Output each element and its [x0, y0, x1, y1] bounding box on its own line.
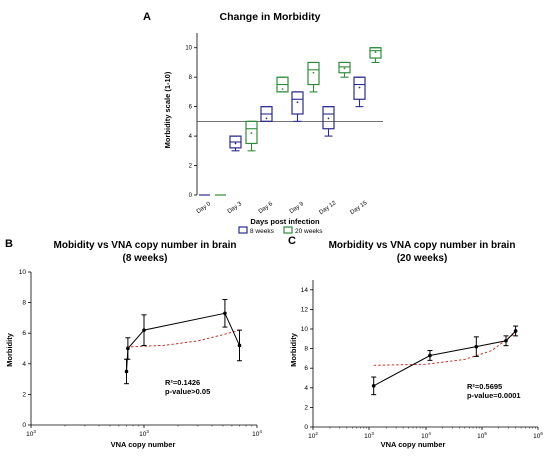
- panel-a-title: Change in Morbidity: [220, 11, 321, 23]
- panel-a-y-tick-label: 6: [189, 105, 193, 111]
- box-iqr: [322, 106, 335, 130]
- panelC-data-point: [513, 329, 518, 333]
- panel-b-r2: R²=0.1426: [165, 378, 200, 387]
- panel-a-x-tick-label: Day 12: [318, 200, 338, 216]
- box-mean-point: [358, 86, 361, 89]
- panelC-x-tick-label: 103: [364, 431, 374, 440]
- panel-c-letter: C: [288, 235, 296, 247]
- panel-c-title-line2: (20 weeks): [397, 253, 448, 264]
- panel-a-ylabel: Morbidity scale (1-10): [163, 71, 172, 148]
- panel-b-xlabel: VNA copy number: [111, 440, 176, 449]
- panelB-data-point: [126, 346, 130, 351]
- panel-a-x-tick-label: Day 3: [227, 201, 244, 215]
- panelC-y-tick-label: 4: [304, 385, 308, 392]
- box-mean-point: [234, 142, 237, 145]
- panel-a-x-tick-label: Day 15: [349, 200, 369, 216]
- legend-swatch-20-weeks: [283, 226, 293, 234]
- panelB-y-tick-label: 8: [22, 300, 26, 307]
- panelB-data-point: [142, 328, 146, 332]
- panel-b-plot: 0 2 4 6 8 10 103 103 104: [19, 269, 263, 438]
- box-mean-point: [281, 88, 284, 90]
- panelB-y-tick-label: 0: [22, 422, 26, 429]
- box-iqr: [291, 91, 304, 115]
- panelC-y-tick-label: 10: [301, 326, 309, 333]
- box-mean-point: [296, 101, 299, 104]
- panelB-data-point: [223, 311, 227, 316]
- panelC-data-point: [504, 338, 508, 343]
- box-iqr: [245, 120, 258, 145]
- panelC-x-tick-label: 106: [533, 431, 543, 440]
- panelB-data-line: [126, 312, 240, 372]
- panelB-y-tick-label: 4: [22, 361, 26, 368]
- box-mean-point: [312, 71, 315, 74]
- panel-a-y-tick-label: 4: [189, 134, 193, 140]
- panelB-x-tick-label: 104: [252, 429, 262, 438]
- panel-b-letter: B: [5, 238, 13, 250]
- panel-a-y-tick-label: 2: [189, 164, 193, 170]
- panel-c-pvalue: p-value=0.0001: [467, 391, 521, 400]
- panel-b-pvalue: p-value>0.05: [165, 387, 210, 396]
- panelC-x-tick-label: 102: [308, 431, 318, 440]
- box-iqr: [307, 61, 320, 86]
- panelB-trend-line: [126, 329, 240, 348]
- panel-a-y-tick-label: 10: [185, 46, 192, 52]
- panel-a-y-tick-label: 8: [189, 75, 193, 81]
- panel-b-ylabel: Morbidity: [5, 332, 14, 367]
- panelB-x-tick-label: 103: [139, 429, 149, 438]
- panelC-x-tick-label: 105: [477, 431, 487, 440]
- panelC-data-point: [428, 353, 432, 358]
- panelB-y-tick-label: 10: [19, 269, 27, 276]
- panel-a-xlabel: Days post infection: [250, 217, 320, 226]
- panelC-data-point: [371, 384, 376, 388]
- panel-c-plot: 0 2 4 6 8 10 12 14 102 103 104 105 106: [301, 280, 543, 440]
- panelC-y-tick-label: 0: [304, 424, 308, 431]
- panel-b-title-line1: Mobidity vs VNA copy number in brain: [54, 240, 237, 251]
- panelB-data-point: [124, 369, 129, 374]
- panel-a-x-tick-label: Day 6: [258, 201, 275, 215]
- panel-a-x-tick-label: Day 0: [196, 201, 213, 215]
- panelC-trend-line: [373, 332, 516, 366]
- box-mean-point: [343, 67, 346, 70]
- panelB-y-tick-label: 6: [22, 330, 26, 337]
- box-iqr: [338, 61, 351, 74]
- panel-a-x-tick-label: Day 9: [289, 201, 306, 215]
- panel-c-xlabel: VNA copy number: [381, 440, 446, 449]
- box-mean-point: [265, 117, 268, 120]
- legend-label-20-weeks: 20 weeks: [295, 228, 323, 235]
- panel-b-title-line2: (8 weeks): [122, 253, 167, 264]
- panel-c-ylabel: Morbidity: [289, 332, 298, 367]
- panelC-y-tick-label: 6: [304, 365, 308, 372]
- box-iqr: [353, 76, 366, 100]
- panelC-y-tick-label: 14: [301, 287, 309, 294]
- panelB-y-tick-label: 2: [22, 391, 26, 398]
- panel-c-r2: R²=0.5695: [467, 382, 502, 391]
- panelB-data-point: [237, 343, 242, 348]
- panel-a-plot: 0 2 4 6 8 10 Day 0 Day 3 Day 6 Day 9 Day 12 Day 15: [185, 33, 383, 216]
- box-iqr: [369, 47, 382, 59]
- panel-a-legend: 8 weeks 20 weeks: [238, 226, 323, 235]
- panelC-y-tick-label: 12: [301, 306, 309, 313]
- panel-a-y-tick-label: 0: [189, 193, 193, 199]
- box-mean-point: [374, 51, 377, 54]
- panelB-x-tick-label: 103: [26, 429, 36, 438]
- legend-label-8-weeks: 8 weeks: [250, 228, 275, 235]
- panelC-x-tick-label: 104: [421, 431, 431, 440]
- panel-c-title-line1: Morbidity vs VNA copy number in brain: [329, 240, 516, 251]
- panelC-data-line: [373, 330, 516, 387]
- box-mean-point: [327, 117, 330, 120]
- panel-a-letter: A: [143, 11, 151, 23]
- box-mean-point: [250, 132, 253, 135]
- panelC-y-tick-label: 2: [304, 404, 308, 411]
- legend-swatch-8-weeks: [238, 226, 248, 234]
- panelC-y-tick-label: 8: [304, 346, 308, 353]
- panelC-data-point: [474, 344, 479, 349]
